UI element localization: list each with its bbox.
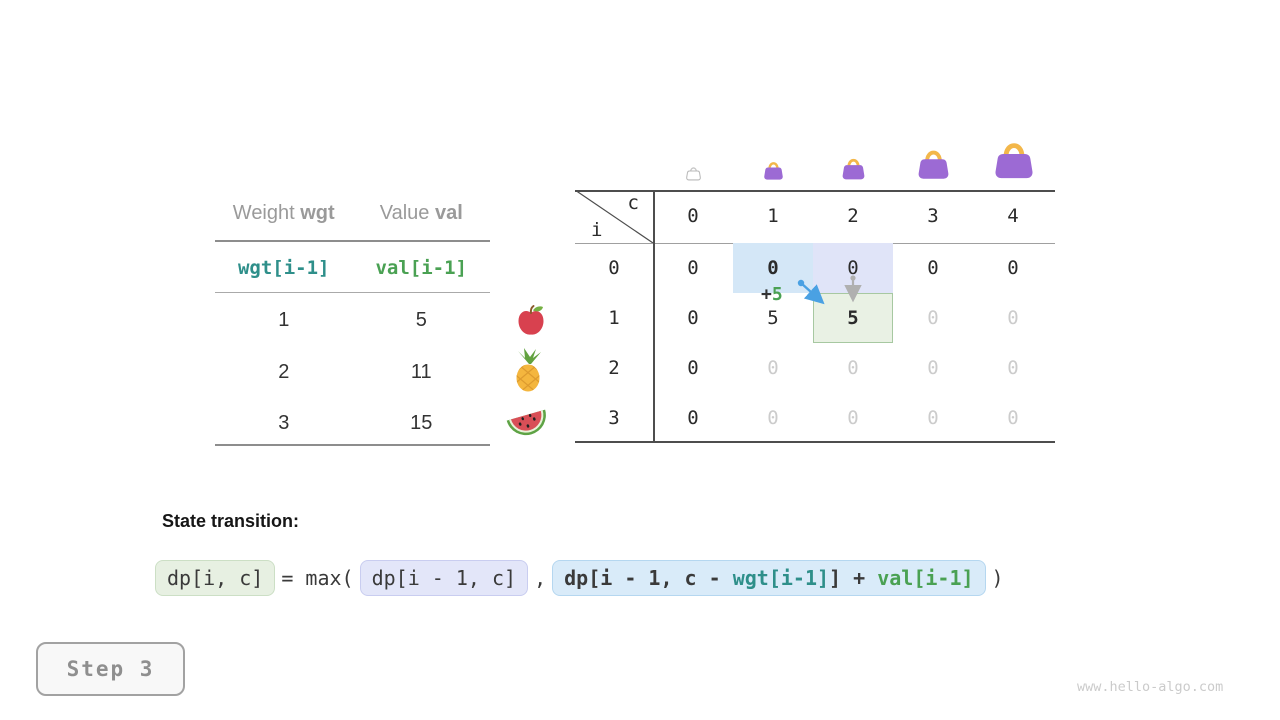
dp-col-header: 0 <box>687 205 699 227</box>
dp-col-header: 4 <box>1007 205 1019 227</box>
bag-capacity-1-icon <box>763 162 783 180</box>
item-value: 5 <box>415 309 427 331</box>
dp-cell: 0 <box>1007 357 1019 379</box>
formula-lhs-pill: dp[i, c] <box>155 560 276 596</box>
formula-close-paren: ) <box>991 566 1004 590</box>
capacity-bags-row <box>575 128 1055 190</box>
dp-cell: 0 <box>687 257 699 279</box>
item-value: 15 <box>410 412 433 434</box>
item-row: 3 15 <box>215 398 490 448</box>
dp-cell: 0 <box>847 357 859 379</box>
dp-cell: 0 <box>687 407 699 429</box>
item-weight: 1 <box>278 309 290 331</box>
dp-cell: 0 <box>767 407 779 429</box>
corner-diagonal-line <box>575 190 653 243</box>
bag-capacity-4-icon <box>995 143 1033 179</box>
dp-cell: 0 <box>927 257 939 279</box>
items-table-rule-middle <box>215 292 490 293</box>
dp-cell: 0 <box>927 307 939 329</box>
dp-row-header: 3 <box>608 407 620 429</box>
formula-comma: , <box>534 566 547 590</box>
dp-table-bottom-rule <box>575 441 1055 443</box>
dp-cell: 0 <box>813 243 893 293</box>
formula-option1-pill: dp[i - 1, c] <box>359 560 529 596</box>
dp-corner-cell: c i <box>575 190 653 243</box>
item-weight: 3 <box>278 412 290 434</box>
dp-cell: 0 <box>927 357 939 379</box>
dp-cell: 0 <box>767 357 779 379</box>
plus-value-annotation: +5 <box>761 284 783 305</box>
step-badge-label: Step 3 <box>66 657 155 681</box>
item-row: 2 11 <box>215 347 490 397</box>
state-transition-formula: dp[i, c] = max( dp[i - 1, c] , dp[i - 1,… <box>155 560 1010 596</box>
watermark: www.hello-algo.com <box>1077 679 1224 695</box>
dp-column-headers: 0 1 2 3 4 <box>653 190 1053 243</box>
val-array-label: val[i-1] <box>375 257 467 279</box>
item-row: 1 5 <box>215 295 490 345</box>
dp-row-header: 1 <box>608 307 620 329</box>
dp-cell: 0 <box>687 307 699 329</box>
dp-table-top-rule <box>575 190 1055 192</box>
dp-col-header: 1 <box>767 205 779 227</box>
dp-col-header: 3 <box>927 205 939 227</box>
weight-column-header: Weight wgt <box>232 202 335 224</box>
wgt-array-label: wgt[i-1] <box>237 257 330 279</box>
dp-cell: 0 <box>1007 257 1019 279</box>
dp-cell: 5 <box>813 293 893 343</box>
items-table-rule-top <box>215 240 490 242</box>
dp-cell: 0 <box>927 407 939 429</box>
items-table-header: Weight wgt Value val <box>215 190 490 236</box>
step-badge: Step 3 <box>36 642 185 696</box>
dp-cell: 5 <box>767 307 779 329</box>
dp-cell: 0 <box>1007 307 1019 329</box>
formula-equals-max: = max( <box>281 566 354 590</box>
bag-capacity-3-icon <box>918 150 948 179</box>
dp-cell: 0 <box>847 407 859 429</box>
state-transition-heading: State transition: <box>162 511 300 531</box>
items-table-code-row: wgt[i-1] val[i-1] <box>215 247 490 289</box>
dp-row-headers: 0 1 2 3 <box>575 243 653 443</box>
dp-row-header: 0 <box>608 257 620 279</box>
dp-row-header: 2 <box>608 357 620 379</box>
watermelon-icon <box>506 409 546 436</box>
bag-capacity-2-icon <box>842 158 864 180</box>
dp-col-header: 2 <box>847 205 859 227</box>
dp-cell: 0 <box>1007 407 1019 429</box>
capacity-variable-label: c <box>627 192 639 214</box>
item-variable-label: i <box>591 219 603 241</box>
items-table-rule-bottom <box>215 444 490 446</box>
pineapple-icon <box>516 348 541 392</box>
item-value: 11 <box>410 361 432 383</box>
apple-icon <box>518 305 544 335</box>
empty-bag-icon <box>685 167 701 181</box>
value-column-header: Value val <box>379 202 463 224</box>
dp-cell: 0 <box>687 357 699 379</box>
dp-table-vertical-rule <box>653 190 655 443</box>
items-table: Weight wgt Value val wgt[i-1] val[i-1] 1… <box>215 190 490 447</box>
item-weight: 2 <box>278 361 290 383</box>
formula-option2-pill: dp[i - 1, c - wgt[i-1]] + val[i-1] <box>552 560 986 596</box>
